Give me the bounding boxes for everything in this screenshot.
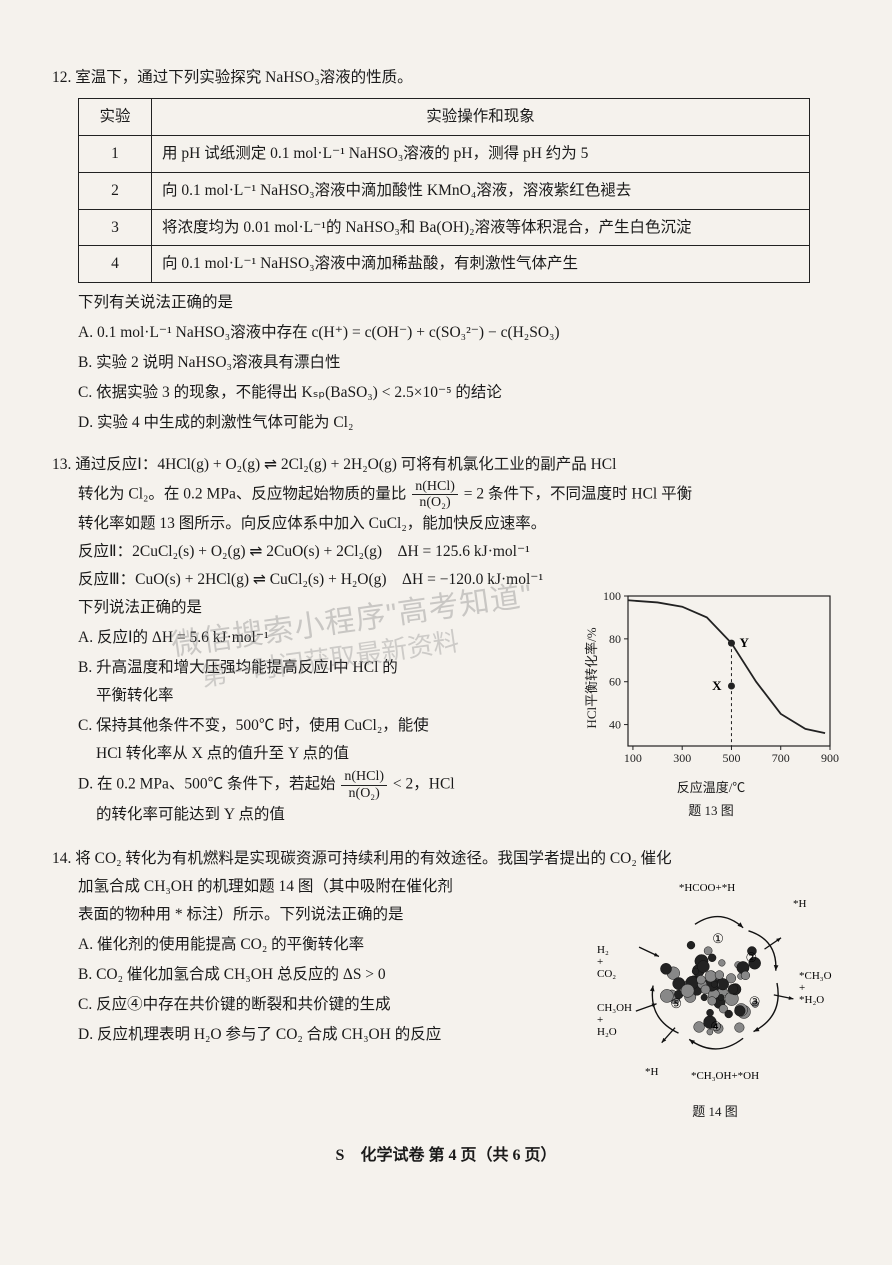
q12-stem2: 下列有关说法正确的是 <box>52 289 840 317</box>
mechanism-diagram-svg: ①②③④⑤*HCOO+*H*H*CH₃O+*H₂O*CH₃OH+*OHCH₃OH… <box>590 873 840 1093</box>
q14-optB: B. CO₂ 催化加氢合成 CH₃OH 总反应的 ΔS > 0 <box>52 961 580 989</box>
svg-text:H₂: H₂ <box>597 944 609 956</box>
svg-text:CO₂: CO₂ <box>597 968 616 980</box>
svg-text:*HCOO+*H: *HCOO+*H <box>679 882 735 894</box>
q12-optB: B. 实验 2 说明 NaHSO₃溶液具有漂白性 <box>52 349 840 377</box>
q13-optD: D. 在 0.2 MPa、500℃ 条件下，若起始 n(HCl) n(O₂) <… <box>52 769 572 829</box>
svg-text:+: + <box>597 1014 603 1026</box>
q14-diagram: ①②③④⑤*HCOO+*H*H*CH₃O+*H₂O*CH₃OH+*OHCH₃OH… <box>590 873 840 1124</box>
q14-line3: 表面的物种用 * 标注）所示。下列说法正确的是 <box>52 901 580 929</box>
q12-optA: A. 0.1 mol·L⁻¹ NaHSO₃溶液中存在 c(H⁺) = c(OH⁻… <box>52 319 840 347</box>
q13-intro: 13. 通过反应Ⅰ：4HCl(g) + O₂(g) ⇌ 2Cl₂(g) + 2H… <box>52 451 840 479</box>
svg-text:40: 40 <box>609 718 621 732</box>
q14-intro: 14. 将 CO₂ 转化为有机燃料是实现碳资源可持续利用的有效途径。我国学者提出… <box>52 845 840 873</box>
q13-options: 下列说法正确的是 A. 反应Ⅰ的 ΔH = 5.6 kJ·mol⁻¹ B. 升高… <box>52 594 582 831</box>
svg-text:80: 80 <box>609 632 621 646</box>
svg-text:700: 700 <box>772 751 790 765</box>
q12-optC: C. 依据实验 3 的现象，不能得出 Kₛₚ(BaSO₃) < 2.5×10⁻⁵… <box>52 379 840 407</box>
svg-text:100: 100 <box>603 589 621 603</box>
q14-left: 加氢合成 CH₃OH 的机理如题 14 图（其中吸附在催化剂 表面的物种用 * … <box>52 873 590 1050</box>
table-header-row: 实验 实验操作和现象 <box>79 98 810 135</box>
th-exp: 实验 <box>79 98 152 135</box>
svg-text:300: 300 <box>673 751 691 765</box>
page-footer: S 化学试卷 第 4 页（共 6 页） <box>52 1142 840 1171</box>
svg-text:*H: *H <box>645 1066 659 1078</box>
svg-text:③: ③ <box>749 994 761 1009</box>
table-row: 2向 0.1 mol·L⁻¹ NaHSO₃溶液中滴加酸性 KMnO₄溶液，溶液紫… <box>79 172 810 209</box>
q14-caption: 题 14 图 <box>590 1100 840 1123</box>
exam-page: 12. 室温下，通过下列实验探究 NaHSO₃溶液的性质。 实验 实验操作和现象… <box>0 0 892 1265</box>
table-row: 1用 pH 试纸测定 0.1 mol·L⁻¹ NaHSO₃溶液的 pH，测得 p… <box>79 135 810 172</box>
svg-text:①: ① <box>712 931 724 946</box>
svg-text:900: 900 <box>821 751 839 765</box>
svg-text:④: ④ <box>710 1019 722 1034</box>
q13-body: 下列说法正确的是 A. 反应Ⅰ的 ΔH = 5.6 kJ·mol⁻¹ B. 升高… <box>52 594 840 831</box>
fraction: n(HCl) n(O₂) <box>412 479 458 511</box>
q14-optD: D. 反应机理表明 H₂O 参与了 CO₂ 合成 CH₃OH 的反应 <box>52 1021 580 1049</box>
fraction: n(HCl) n(O₂) <box>341 769 387 801</box>
q13-eq2: 反应Ⅱ：2CuCl₂(s) + O₂(g) ⇌ 2CuO(s) + 2Cl₂(g… <box>52 538 840 566</box>
q14-body: 加氢合成 CH₃OH 的机理如题 14 图（其中吸附在催化剂 表面的物种用 * … <box>52 873 840 1124</box>
svg-text:*CH₃O: *CH₃O <box>799 970 832 982</box>
svg-text:*CH₃OH+*OH: *CH₃OH+*OH <box>691 1070 759 1082</box>
q13-optB: B. 升高温度和增大压强均能提高反应Ⅰ中 HCl 的 平衡转化率 <box>52 654 572 710</box>
svg-text:HCl平衡转化率/%: HCl平衡转化率/% <box>584 627 599 728</box>
q13-line3: 转化率如题 13 图所示。向反应体系中加入 CuCl₂，能加快反应速率。 <box>52 510 840 538</box>
svg-text:500: 500 <box>722 751 740 765</box>
q13-stem2: 下列说法正确的是 <box>52 594 572 622</box>
q13-chart: 40 60 80 100 100 300 500 700 900 X Y HCl平衡转化率/% 反应温… <box>582 588 840 822</box>
q13-xlabel: 反应温度/℃ <box>582 776 840 799</box>
svg-text:Y: Y <box>739 635 749 650</box>
q13-optC: C. 保持其他条件不变，500℃ 时，使用 CuCl₂，能使 HCl 转化率从 … <box>52 712 572 768</box>
svg-text:⑤: ⑤ <box>670 996 682 1011</box>
question-13: 13. 通过反应Ⅰ：4HCl(g) + O₂(g) ⇌ 2Cl₂(g) + 2H… <box>52 451 840 831</box>
svg-text:*H₂O: *H₂O <box>799 994 824 1006</box>
q13-optA: A. 反应Ⅰ的 ΔH = 5.6 kJ·mol⁻¹ <box>52 624 572 652</box>
svg-text:②: ② <box>745 950 757 965</box>
svg-text:X: X <box>712 678 722 693</box>
svg-text:+: + <box>597 956 603 968</box>
question-12: 12. 室温下，通过下列实验探究 NaHSO₃溶液的性质。 实验 实验操作和现象… <box>52 64 840 437</box>
q14-line2: 加氢合成 CH₃OH 的机理如题 14 图（其中吸附在催化剂 <box>52 873 580 901</box>
th-desc: 实验操作和现象 <box>152 98 810 135</box>
q14-optC: C. 反应④中存在共价键的断裂和共价键的生成 <box>52 991 580 1019</box>
svg-text:CH₃OH: CH₃OH <box>597 1002 632 1014</box>
table-row: 3将浓度均为 0.01 mol·L⁻¹的 NaHSO₃和 Ba(OH)₂溶液等体… <box>79 209 810 246</box>
svg-text:100: 100 <box>624 751 642 765</box>
svg-text:60: 60 <box>609 675 621 689</box>
q13-caption: 题 13 图 <box>582 799 840 822</box>
table-row: 4向 0.1 mol·L⁻¹ NaHSO₃溶液中滴加稀盐酸，有刺激性气体产生 <box>79 246 810 283</box>
question-14: 14. 将 CO₂ 转化为有机燃料是实现碳资源可持续利用的有效途径。我国学者提出… <box>52 845 840 1124</box>
svg-text:H₂O: H₂O <box>597 1026 617 1038</box>
q14-optA: A. 催化剂的使用能提高 CO₂ 的平衡转化率 <box>52 931 580 959</box>
line-chart-svg: 40 60 80 100 100 300 500 700 900 X Y HCl平衡转化率/% <box>582 588 840 768</box>
svg-text:*H: *H <box>793 898 807 910</box>
q12-table: 实验 实验操作和现象 1用 pH 试纸测定 0.1 mol·L⁻¹ NaHSO₃… <box>78 98 810 283</box>
q12-optD: D. 实验 4 中生成的刺激性气体可能为 Cl₂ <box>52 409 840 437</box>
q13-line2: 转化为 Cl₂。在 0.2 MPa、反应物起始物质的量比 n(HCl) n(O₂… <box>52 479 840 511</box>
svg-text:+: + <box>799 982 805 994</box>
q12-intro: 12. 室温下，通过下列实验探究 NaHSO₃溶液的性质。 <box>52 64 840 92</box>
